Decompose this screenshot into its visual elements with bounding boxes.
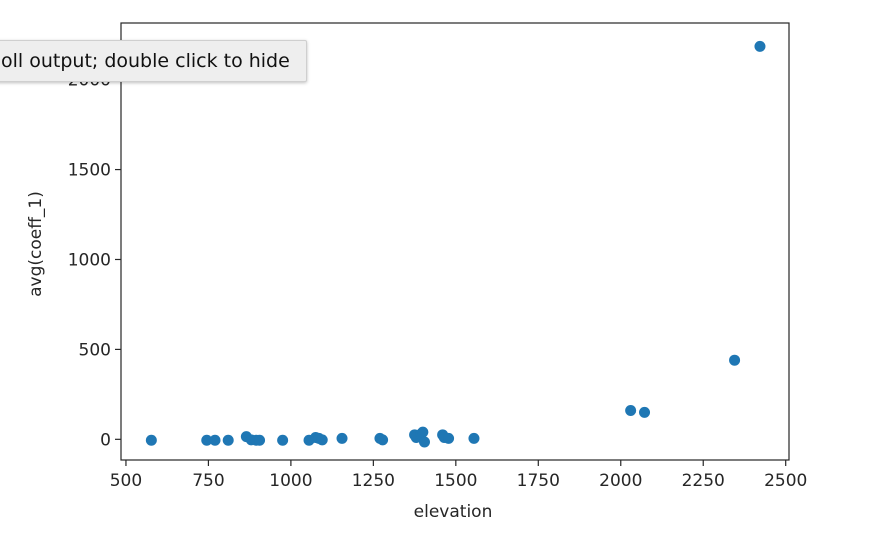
x-tick-label: 750 — [192, 471, 224, 491]
output-toggle-tooltip[interactable]: oll output; double click to hide — [0, 40, 307, 82]
x-tick-label: 1500 — [434, 471, 477, 491]
x-tick-label: 500 — [110, 471, 142, 491]
x-tick-label: 1000 — [269, 471, 312, 491]
x-axis-label: elevation — [414, 502, 493, 522]
data-point — [209, 434, 221, 446]
data-point — [222, 434, 234, 446]
plot-area — [120, 22, 790, 461]
data-point — [277, 434, 289, 446]
data-point — [754, 40, 766, 52]
data-point — [377, 434, 389, 446]
x-tick-label: 2250 — [682, 471, 725, 491]
data-point — [625, 405, 637, 417]
data-point — [316, 434, 328, 446]
data-point — [417, 426, 429, 438]
x-tick-label: 1750 — [517, 471, 560, 491]
data-point — [254, 434, 266, 446]
data-points — [145, 40, 766, 448]
x-tick-label: 1250 — [352, 471, 395, 491]
x-tick-label: 2500 — [764, 471, 807, 491]
y-tick-label: 500 — [79, 340, 111, 360]
data-point — [418, 436, 430, 448]
data-point — [443, 432, 455, 444]
data-point — [145, 434, 157, 446]
y-axis-label: avg(coeff_1) — [26, 191, 46, 297]
data-point — [336, 432, 348, 444]
y-tick-label: 1500 — [68, 161, 111, 181]
y-axis: 0500100015002000 — [68, 71, 121, 450]
y-tick-label: 1000 — [68, 250, 111, 270]
y-tick-label: 0 — [100, 430, 111, 450]
x-tick-label: 2000 — [599, 471, 642, 491]
data-point — [201, 434, 213, 446]
data-point — [639, 406, 651, 418]
data-point — [729, 354, 741, 366]
x-axis: 500 750 1000 1250 1500 1750 2000 2250 2500 — [110, 460, 807, 491]
data-point — [468, 432, 480, 444]
